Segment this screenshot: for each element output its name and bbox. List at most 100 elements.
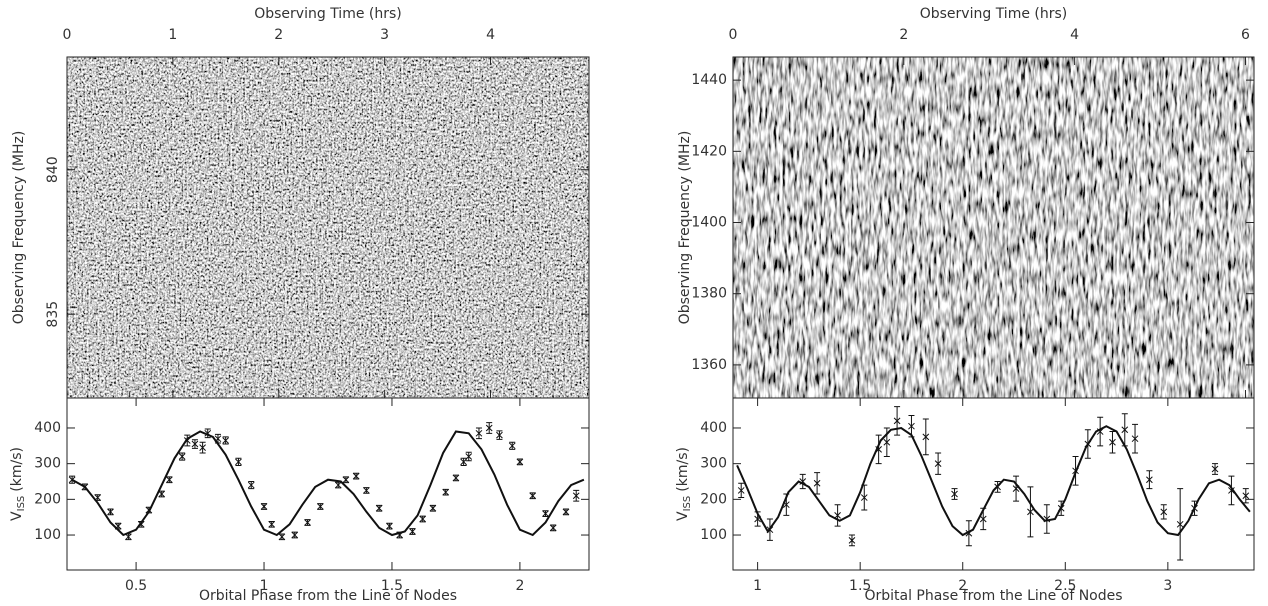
y-tick-label: 1360 — [691, 357, 727, 373]
data-point — [222, 437, 230, 444]
data-point — [386, 522, 393, 530]
data-point — [1012, 485, 1020, 492]
data-point — [934, 460, 942, 468]
data-point — [214, 435, 222, 443]
data-point — [1242, 492, 1250, 500]
data-point — [1228, 487, 1235, 494]
model-curve — [736, 425, 1251, 537]
data-point — [860, 494, 868, 501]
y-tick-label: 200 — [700, 491, 727, 507]
data-point — [848, 537, 856, 544]
data-point — [766, 526, 774, 534]
y-tick-label: 1440 — [691, 72, 727, 88]
data-point — [1072, 467, 1079, 475]
data-point — [465, 453, 473, 460]
x-tick-label: 0 — [63, 27, 72, 43]
dynamic-spectrum — [733, 57, 1254, 398]
y-label-rest: (km/s) — [675, 447, 691, 492]
data-point — [429, 504, 437, 512]
data-point — [1027, 508, 1034, 516]
data-point — [875, 446, 882, 453]
data-point — [799, 478, 807, 485]
data-point — [1211, 465, 1219, 473]
data-point — [396, 531, 404, 539]
y-axis-label: VISS (km/s) — [675, 447, 693, 521]
y-tick-label: 1400 — [691, 215, 727, 231]
y-tick-label: 100 — [34, 527, 61, 543]
y-tick-label: 835 — [45, 301, 61, 328]
data-point — [191, 440, 199, 448]
x-tick-label: 0 — [729, 27, 738, 43]
data-point — [883, 438, 891, 446]
y-axis-label: Observing Frequency (MHz) — [11, 131, 27, 325]
data-point — [145, 506, 153, 514]
x-tick-label: 4 — [486, 27, 495, 43]
data-point — [278, 533, 286, 541]
x-tick-label: 2 — [958, 578, 967, 594]
data-point — [235, 458, 242, 466]
data-point — [304, 519, 311, 526]
data-point — [1160, 508, 1168, 516]
data-point — [529, 492, 537, 500]
data-point — [1146, 476, 1153, 484]
x-axis-label: Observing Time (hrs) — [254, 6, 402, 22]
x-tick-label: 3 — [1163, 578, 1172, 594]
data-point — [965, 529, 973, 537]
data-point — [485, 424, 493, 432]
plot-frame — [66, 397, 590, 571]
data-point — [475, 429, 483, 437]
data-point — [165, 476, 173, 484]
data-point — [542, 510, 549, 517]
data-point — [183, 437, 191, 444]
data-point — [1057, 504, 1065, 512]
y-tick-label: 300 — [34, 456, 61, 472]
y-axis-label: Observing Frequency (MHz) — [677, 131, 693, 325]
data-point — [375, 504, 383, 512]
data-point — [94, 494, 102, 501]
data-point — [342, 476, 350, 484]
data-point — [813, 479, 821, 487]
x-tick-label: 6 — [1241, 27, 1250, 43]
x-tick-label: 1.5 — [381, 578, 403, 594]
y-tick-label: 300 — [700, 456, 727, 472]
y-label-subscript: ISS — [16, 496, 27, 512]
data-point — [204, 429, 212, 437]
data-point — [1096, 428, 1104, 435]
data-point — [352, 472, 360, 480]
data-point — [908, 422, 915, 430]
data-point — [1109, 438, 1116, 446]
data-point — [508, 442, 516, 450]
data-point — [268, 520, 276, 528]
data-point — [316, 503, 324, 510]
data-point — [247, 481, 255, 489]
y-tick-label: 400 — [34, 420, 61, 436]
data-point — [893, 417, 901, 425]
x-axis-label: Orbital Phase from the Line of Nodes — [864, 588, 1122, 604]
data-point — [178, 453, 186, 460]
data-point — [409, 528, 416, 535]
dynamic-spectrum — [67, 57, 589, 398]
data-point — [496, 431, 503, 439]
y-tick-label: 100 — [700, 527, 727, 543]
y-tick-label: 200 — [34, 491, 61, 507]
data-point — [1131, 435, 1139, 443]
data-point — [922, 433, 930, 441]
y-label-subscript: ISS — [682, 496, 693, 512]
plot-area — [736, 406, 1251, 561]
x-axis-label: Observing Time (hrs) — [920, 6, 1068, 22]
x-tick-label: 3 — [380, 27, 389, 43]
data-point — [834, 512, 841, 519]
data-point — [419, 515, 427, 523]
x-tick-label: 2.5 — [1054, 578, 1076, 594]
data-point — [125, 533, 132, 541]
x-tick-label: 2 — [899, 27, 908, 43]
data-point — [782, 501, 790, 509]
data-point — [1121, 426, 1129, 434]
x-tick-label: 2 — [274, 27, 283, 43]
x-axis-label: Orbital Phase from the Line of Nodes — [199, 588, 457, 604]
plot-area — [68, 422, 585, 541]
x-tick-label: 1 — [168, 27, 177, 43]
y-axis-label: VISS (km/s) — [9, 447, 27, 521]
data-point — [68, 476, 76, 484]
data-point — [549, 524, 557, 532]
